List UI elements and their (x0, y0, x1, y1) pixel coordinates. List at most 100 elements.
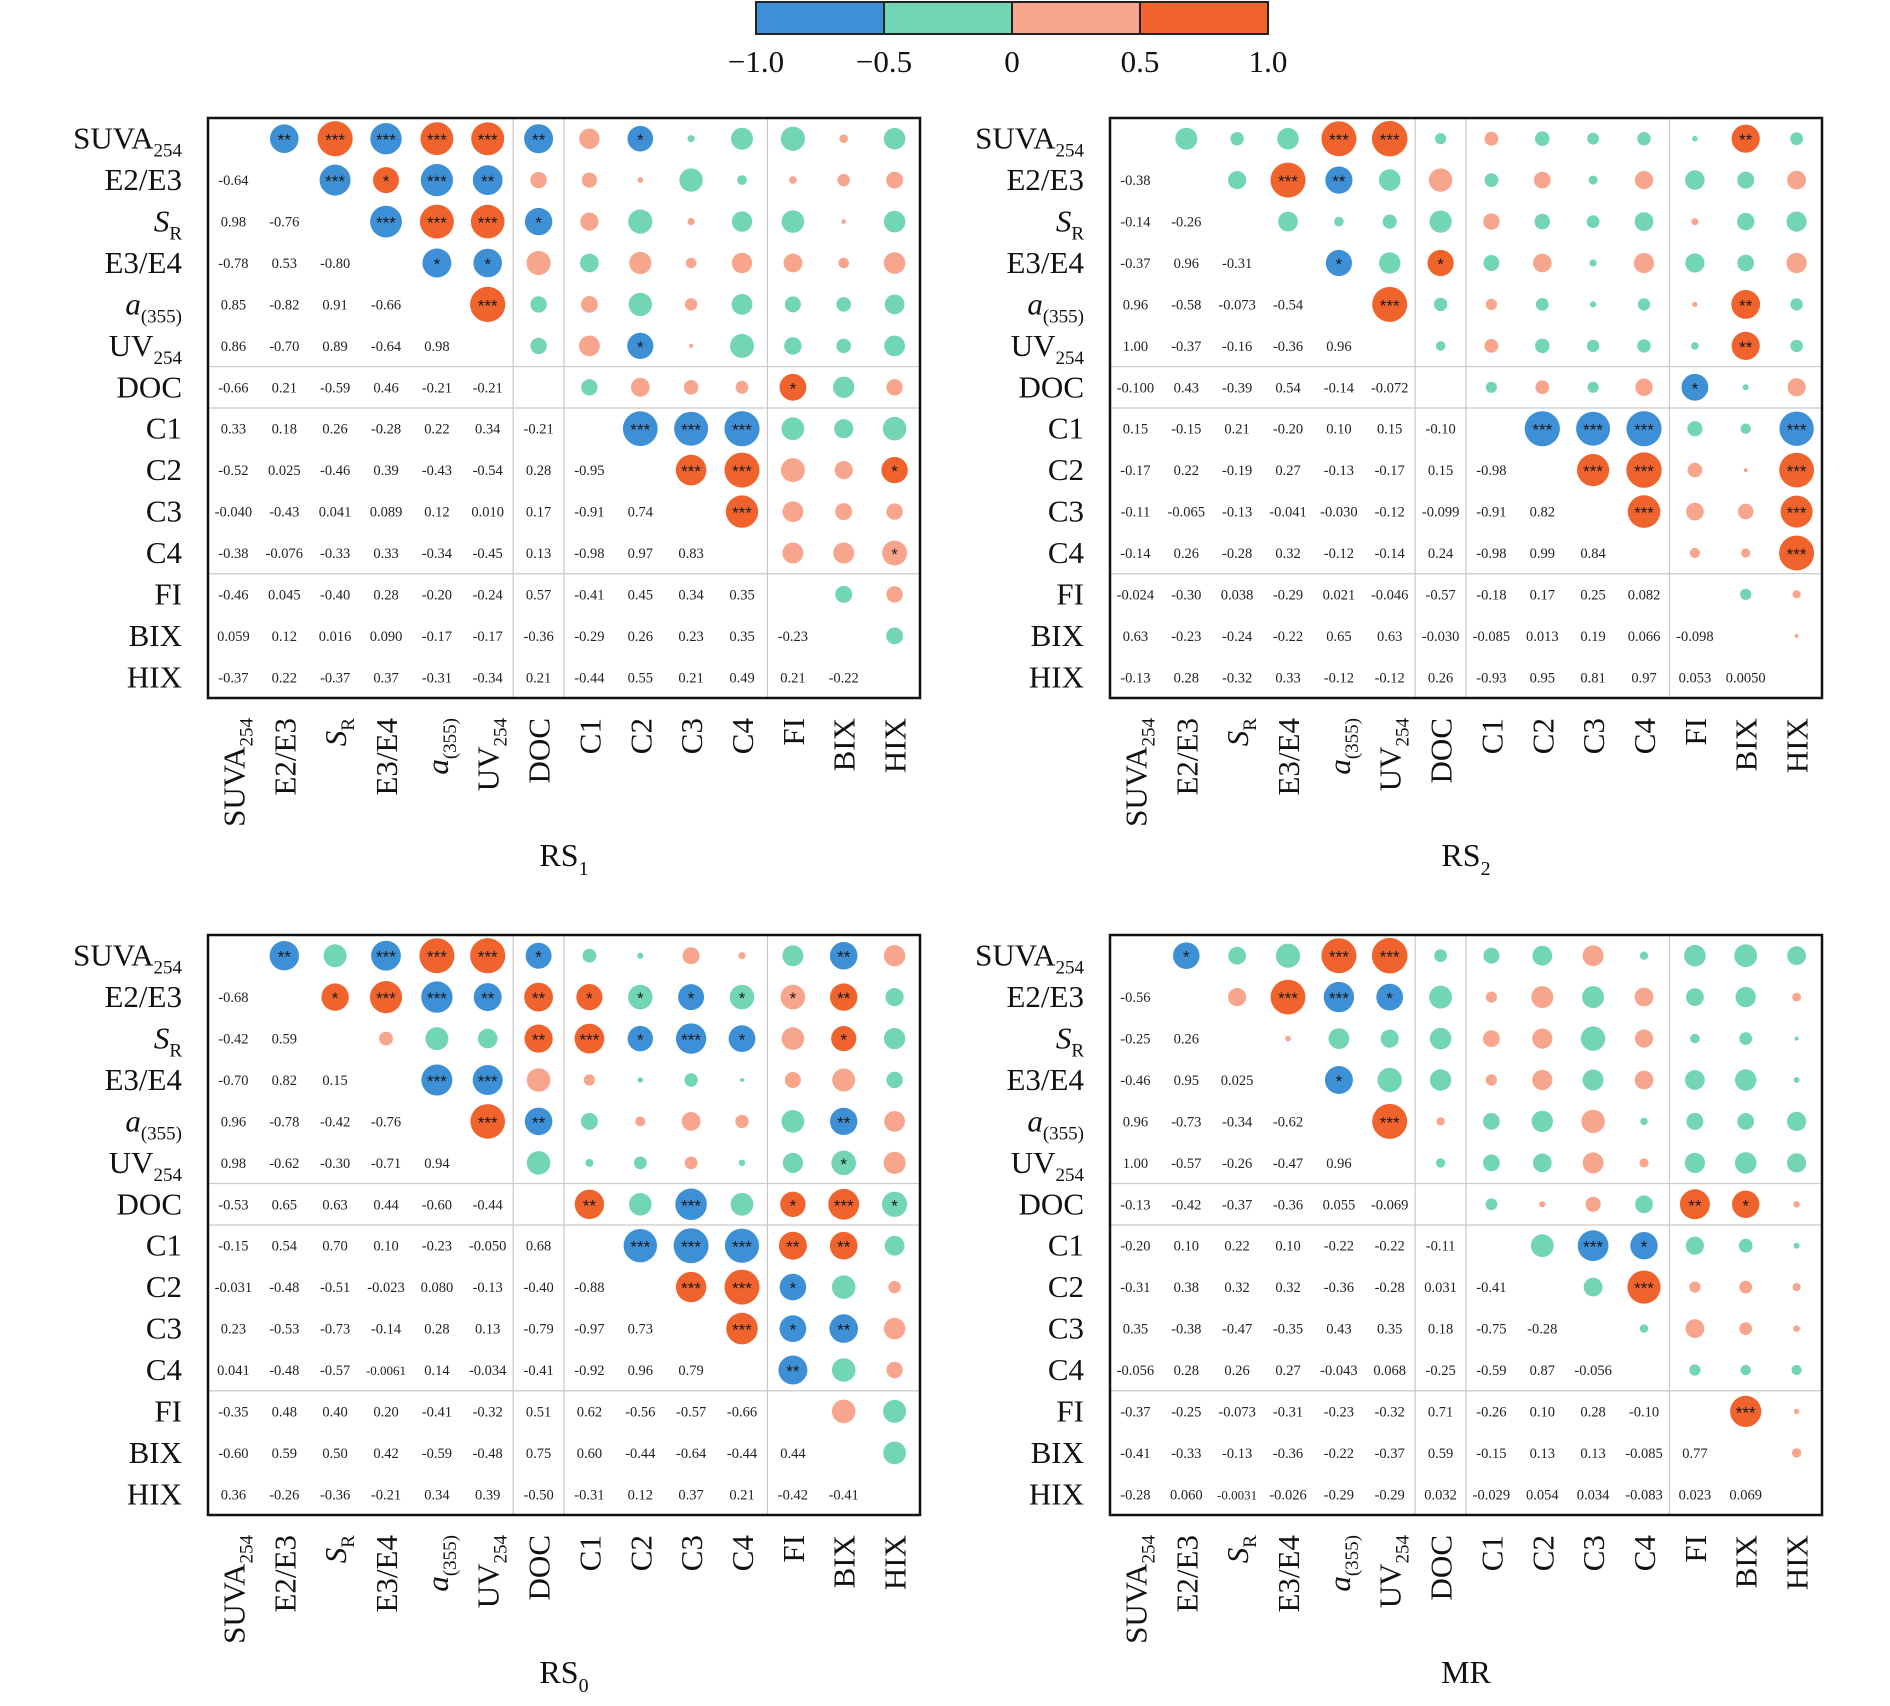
corr-circle-suva-254-e2-e3 (1173, 942, 1200, 969)
corr-value: -0.36 (1273, 1446, 1303, 1462)
corr-circle-c3-bix (1737, 503, 1754, 520)
corr-value: -0.93 (1476, 670, 1506, 686)
corr-value: 0.44 (373, 1197, 399, 1213)
significance-stars: *** (681, 1196, 701, 1215)
corr-circle-suva-254-bix (1734, 944, 1758, 968)
corr-value: 0.26 (1174, 1032, 1199, 1048)
corr-value: 0.21 (780, 670, 805, 686)
corr-circle-e2-e3-c1 (1485, 991, 1497, 1003)
column-label-s-r: SR (1220, 1535, 1261, 1564)
corr-value: -0.41 (574, 587, 604, 603)
row-label-doc: DOC (1019, 369, 1084, 404)
corr-circle-suva-254-c1 (1484, 131, 1499, 146)
corr-circle-uv-254-c4 (738, 1159, 746, 1167)
colorbar: −1.0 −0.5 0 0.5 1.0 (728, 1, 1287, 79)
corr-value: -0.12 (1375, 505, 1405, 521)
significance-stars: * (790, 989, 797, 1008)
corr-value: -0.36 (320, 1487, 350, 1503)
corr-value: 0.066 (1628, 629, 1661, 645)
corr-value: -0.31 (574, 1487, 604, 1503)
corr-circle-a-355-c3 (684, 298, 698, 311)
significance-stars: * (790, 1279, 797, 1298)
row-label-doc: DOC (117, 1186, 182, 1221)
corr-value: 0.060 (1170, 1487, 1203, 1503)
corr-value: -0.085 (1625, 1446, 1662, 1462)
corr-value: 0.24 (1428, 546, 1454, 562)
row-label-c1: C1 (146, 1228, 182, 1263)
corr-circle-uv-254-fi (1684, 1152, 1705, 1173)
corr-circle-c3-hix (886, 503, 903, 520)
corr-circle-suva-254-bix (839, 134, 848, 143)
corr-value: 0.031 (1424, 1280, 1457, 1296)
corr-circle-uv-254-hix (884, 335, 905, 357)
significance-stars: *** (478, 131, 498, 150)
corr-value: -0.64 (676, 1446, 707, 1462)
corr-circle-e2-e3-hix (885, 988, 904, 1007)
corr-value: -0.62 (269, 1156, 299, 1172)
row-label-uv-254: UV254 (1011, 328, 1085, 369)
corr-circle-e3-e4-c1 (580, 253, 599, 273)
column-label-fi: FI (1678, 718, 1713, 746)
significance-stars: * (1336, 1072, 1343, 1091)
corr-value: -0.28 (1222, 546, 1252, 562)
corr-circle-e3-e4-bix (838, 257, 849, 269)
corr-circle-e2-e3-fi (780, 984, 806, 1010)
corr-circle-e3-e4-c2 (629, 251, 652, 275)
corr-value: 0.20 (373, 1404, 398, 1420)
corr-value: -0.97 (574, 1322, 604, 1338)
corr-circle-uv-254-fi (784, 337, 802, 355)
corr-value: 0.98 (221, 215, 246, 231)
corr-value: -0.26 (1476, 1404, 1506, 1420)
panel-title: RS0 (539, 1654, 588, 1697)
corr-value: 0.27 (1275, 1363, 1300, 1379)
corr-value: -0.41 (1120, 1446, 1150, 1462)
significance-stars: *** (681, 421, 701, 440)
corr-circle-c1-fi (1687, 421, 1703, 437)
corr-value: -0.069 (1371, 1197, 1408, 1213)
corr-circle-e2-e3-e3-e4 (1270, 162, 1306, 198)
corr-value: -0.52 (218, 463, 248, 479)
corr-circle-s-r-c1 (574, 1023, 605, 1054)
corr-value: -0.76 (269, 215, 299, 231)
row-label-a-355: a(355) (125, 286, 182, 327)
corr-value: 0.089 (370, 505, 403, 521)
corr-circle-c4-bix (831, 1358, 856, 1382)
significance-stars: * (1336, 255, 1343, 274)
row-label-c4: C4 (146, 1352, 183, 1387)
corr-circle-fi-bix (1730, 1395, 1762, 1427)
significance-stars: *** (1329, 131, 1349, 150)
corr-circle-c3-c4 (726, 1312, 758, 1345)
corr-value: -0.26 (269, 1487, 299, 1503)
corr-value: 1.00 (1123, 1156, 1148, 1172)
corr-value: 0.42 (373, 1446, 398, 1462)
corr-circle-e2-e3-s-r (1228, 171, 1247, 190)
corr-value: -0.36 (1273, 1197, 1303, 1213)
corr-value: -0.33 (1171, 1446, 1201, 1462)
corr-circle-doc-fi (1681, 373, 1709, 401)
corr-circle-uv-254-c1 (585, 1158, 594, 1167)
column-label-uv-254: UV254 (1373, 1535, 1414, 1609)
corr-value: 0.33 (373, 546, 398, 562)
corr-circle-s-r-doc (1429, 210, 1452, 233)
corr-value: 0.62 (577, 1404, 602, 1420)
significance-stars: ** (532, 989, 546, 1008)
corr-value: 0.17 (526, 505, 551, 521)
corr-value: -0.023 (367, 1280, 404, 1296)
corr-value: -0.42 (218, 1032, 248, 1048)
corr-circle-a-355-doc (524, 1107, 553, 1136)
corr-circle-e3-e4-bix (832, 1068, 856, 1092)
corr-value: -0.024 (1117, 587, 1155, 603)
row-label-a-355: a(355) (1027, 1103, 1084, 1144)
corr-circle-e2-e3-bix (830, 983, 858, 1011)
corr-value: 0.023 (1679, 1487, 1712, 1503)
corr-value: -0.58 (1171, 297, 1201, 313)
significance-stars: *** (732, 421, 752, 440)
corr-value: -0.065 (1168, 505, 1205, 521)
significance-stars: ** (583, 1196, 597, 1215)
corr-value: 0.28 (526, 463, 551, 479)
corr-value: -0.50 (523, 1487, 553, 1503)
corr-value: 0.34 (475, 422, 501, 438)
corr-circle-s-r-hix (883, 210, 906, 233)
column-label-c1: C1 (1474, 718, 1509, 754)
column-label-doc: DOC (1424, 718, 1459, 783)
